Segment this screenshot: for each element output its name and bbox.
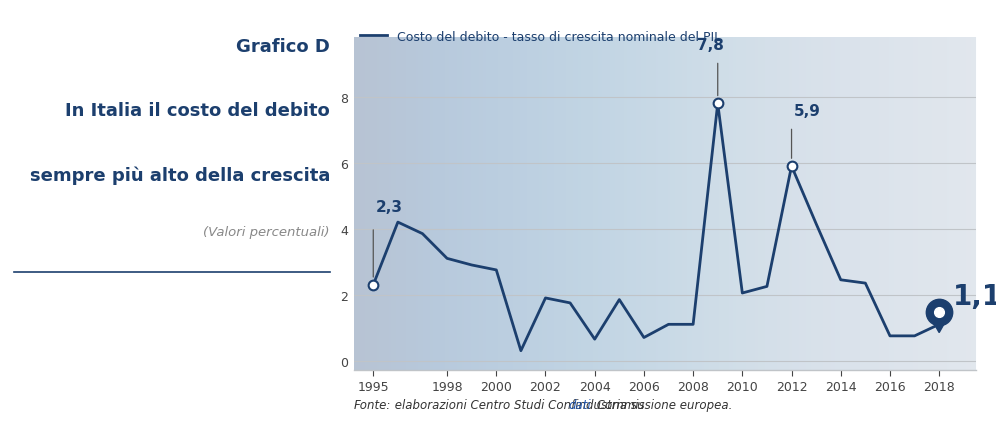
Text: sempre più alto della crescita: sempre più alto della crescita — [30, 166, 330, 184]
Text: 2,3: 2,3 — [375, 199, 402, 214]
Legend: Costo del debito - tasso di crescita nominale del PIL: Costo del debito - tasso di crescita nom… — [360, 31, 721, 44]
Text: 1,1: 1,1 — [953, 282, 996, 311]
Polygon shape — [932, 321, 946, 333]
Text: elaborazioni Centro Studi Confindustria su: elaborazioni Centro Studi Confindustria … — [391, 398, 648, 411]
Text: Fonte:: Fonte: — [354, 398, 391, 411]
Text: 7,8: 7,8 — [697, 38, 724, 53]
Text: Grafico D: Grafico D — [236, 38, 330, 56]
Text: 5,9: 5,9 — [794, 104, 821, 119]
Text: In Italia il costo del debito: In Italia il costo del debito — [65, 102, 330, 120]
Text: (Valori percentuali): (Valori percentuali) — [203, 226, 330, 239]
Text: Commissione europea.: Commissione europea. — [593, 398, 732, 411]
Text: dati: dati — [569, 398, 592, 411]
